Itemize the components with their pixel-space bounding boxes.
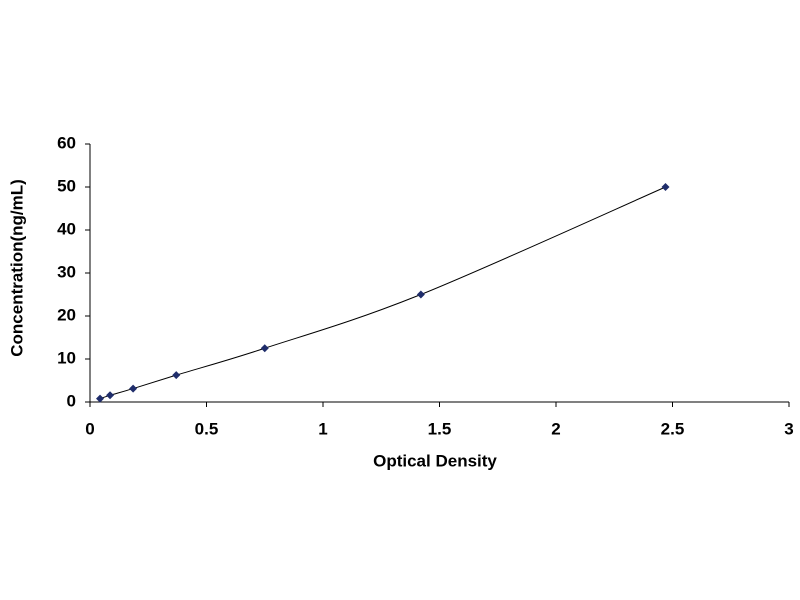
y-tick-label: 40	[57, 219, 76, 238]
y-axis-title: Concentration(ng/mL)	[7, 179, 26, 357]
point	[416, 290, 425, 299]
fit-line	[99, 186, 666, 400]
point	[172, 371, 181, 380]
point	[106, 391, 115, 400]
x-axis-title: Optical Density	[373, 451, 497, 470]
x-tick-label: 0.5	[195, 419, 219, 438]
point	[661, 183, 670, 191]
x-tick-label: 1.5	[428, 419, 452, 438]
point	[260, 344, 269, 353]
y-tick-label: 30	[57, 262, 76, 281]
y-tick-label: 60	[57, 133, 76, 152]
x-tick-label: 1	[318, 419, 327, 438]
y-tick-label: 50	[57, 176, 76, 195]
y-tick-label: 0	[67, 391, 76, 410]
point	[96, 394, 105, 403]
x-tick-label: 2.5	[661, 419, 685, 438]
point	[129, 384, 138, 393]
y-tick-label: 10	[57, 348, 76, 367]
x-tick-label: 3	[784, 419, 793, 438]
x-tick-label: 2	[551, 419, 560, 438]
y-tick-label: 20	[57, 305, 76, 324]
x-tick-label: 0	[85, 419, 94, 438]
